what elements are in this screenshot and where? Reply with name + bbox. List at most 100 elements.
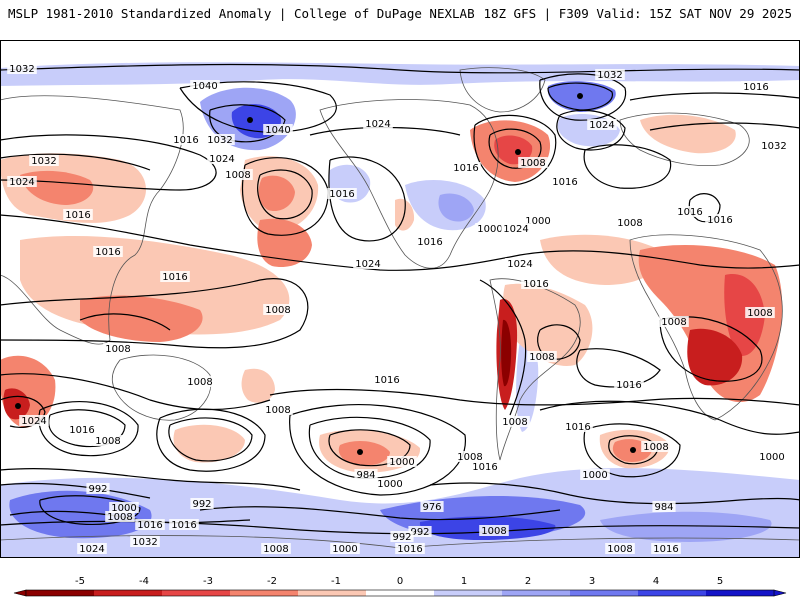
isobar-line [168,417,253,462]
isobar-line [0,482,151,499]
isobar-label: 1008 [105,344,130,355]
isobar-label: 976 [422,502,441,513]
north-pacific-negative-core [258,175,295,212]
isobar-label: 1008 [529,352,554,363]
south-america-positive-strip [516,339,539,432]
isobar-line [659,316,763,382]
colorbar-tick-label: 3 [589,576,595,587]
isobar-label: 1008 [502,417,527,428]
isobar-label-halo [261,543,291,554]
colorbar-tick-label: 2 [525,576,531,587]
isobar-line [156,408,266,472]
isobar-label: 1032 [132,537,157,548]
colorbar-cell [298,590,367,596]
isobar-label: 1008 [520,158,545,169]
isobar-label-halo [415,236,445,247]
australia-coast [111,354,212,421]
isobar-label-halo [587,119,617,130]
indonesia-negative [80,295,203,342]
isobar-label: 1000 [477,224,502,235]
isobar-label: 1016 [69,425,94,436]
europe-negative [640,114,736,154]
isobar-label-halo [651,543,681,554]
isobar-label: 1016 [137,520,162,531]
isobar-label: 1016 [677,207,702,218]
isobar-line [479,279,527,416]
isobar-labels: 1032 1040 1024 1032 1040 1016 1024 1024 1032 1016… [7,63,789,555]
isobar-line [583,144,672,189]
isobar-label-halo [501,223,531,234]
isobar-label-halo [659,316,689,327]
isobar-label-halo [652,501,676,512]
africa-coast [629,234,783,421]
isobar-label: 1008 [107,512,132,523]
isobar-label: 984 [356,470,375,481]
colorbar-cell [502,590,571,596]
isobar-line [328,156,406,242]
isobar-line [179,81,337,133]
isobar-label: 1008 [643,442,668,453]
south-pacific-negative-west [173,424,245,463]
isobar-label: 1008 [457,452,482,463]
isobar-label-halo [223,169,253,180]
colorbar-cell [162,590,231,596]
isobar-line [241,157,329,236]
isobar-label-halo [372,374,402,385]
north-america-coast [319,99,499,269]
isobar-label-halo [605,543,635,554]
isobar-label-halo [387,456,417,467]
colorbar-tick-label: 4 [653,576,659,587]
colorbar-tick-label: -4 [139,576,149,587]
isobar-label-halo [185,376,215,387]
isobar-label: 1016 [173,135,198,146]
isobar-line [0,468,301,491]
isobar-label-halo [263,124,293,135]
north-america-positive-core [438,193,474,222]
isobar-label-halo [160,271,190,282]
isobar-label-halo [615,217,645,228]
isobar-label-halo [190,498,214,509]
isobar-label: 1016 [417,237,442,248]
colorbar-cell [638,590,707,596]
colorbar-tick-label: 1 [461,576,467,587]
colorbar-cells [13,589,787,597]
isobar-label: 1008 [187,377,212,388]
isobar-label-halo [745,307,775,318]
isobar-label-halo [675,206,705,217]
isobar-label-halo [705,214,735,225]
isobar-label: 1000 [111,503,136,514]
isobar-line [0,153,151,171]
isobar-line [0,63,800,74]
isobar-label: 1016 [653,544,678,555]
isobar-label: 1024 [503,224,528,235]
isobar-label: 1016 [162,272,187,283]
isobar-label: 1016 [95,247,120,258]
isobar-label-halo [500,416,530,427]
isobar-label-halo [527,351,557,362]
isobars [0,63,800,535]
colorbar-cell [230,590,299,596]
isobar-label: 1024 [9,177,34,188]
isobar-label: 992 [192,499,211,510]
low-center-marker [357,449,363,455]
colorbar-max-cap [773,589,787,597]
isobar-label-halo [29,155,59,166]
isobar-label-halo [580,469,610,480]
colorbar-cell [434,590,503,596]
colorbar-tick-label: -1 [331,576,341,587]
isobar-label-halo [135,519,165,530]
isobar-label: 1000 [525,216,550,227]
asia-negative-core [20,170,94,205]
anomaly-map: 1032 1040 1024 1032 1040 1016 1024 1024 1032 1016… [0,40,800,558]
isobar-label: 1000 [582,470,607,481]
isobar-line [556,109,626,151]
colorbar-tick-label: -3 [203,576,213,587]
isobar-label: 1008 [617,218,642,229]
isobar-label-halo [330,543,360,554]
isobar-label-halo [521,278,551,289]
isobar-label-halo [77,543,107,554]
isobar-label-halo [67,424,97,435]
isobar-line [629,92,800,101]
isobar-line [269,388,800,406]
isobar-label-halo [263,304,293,315]
